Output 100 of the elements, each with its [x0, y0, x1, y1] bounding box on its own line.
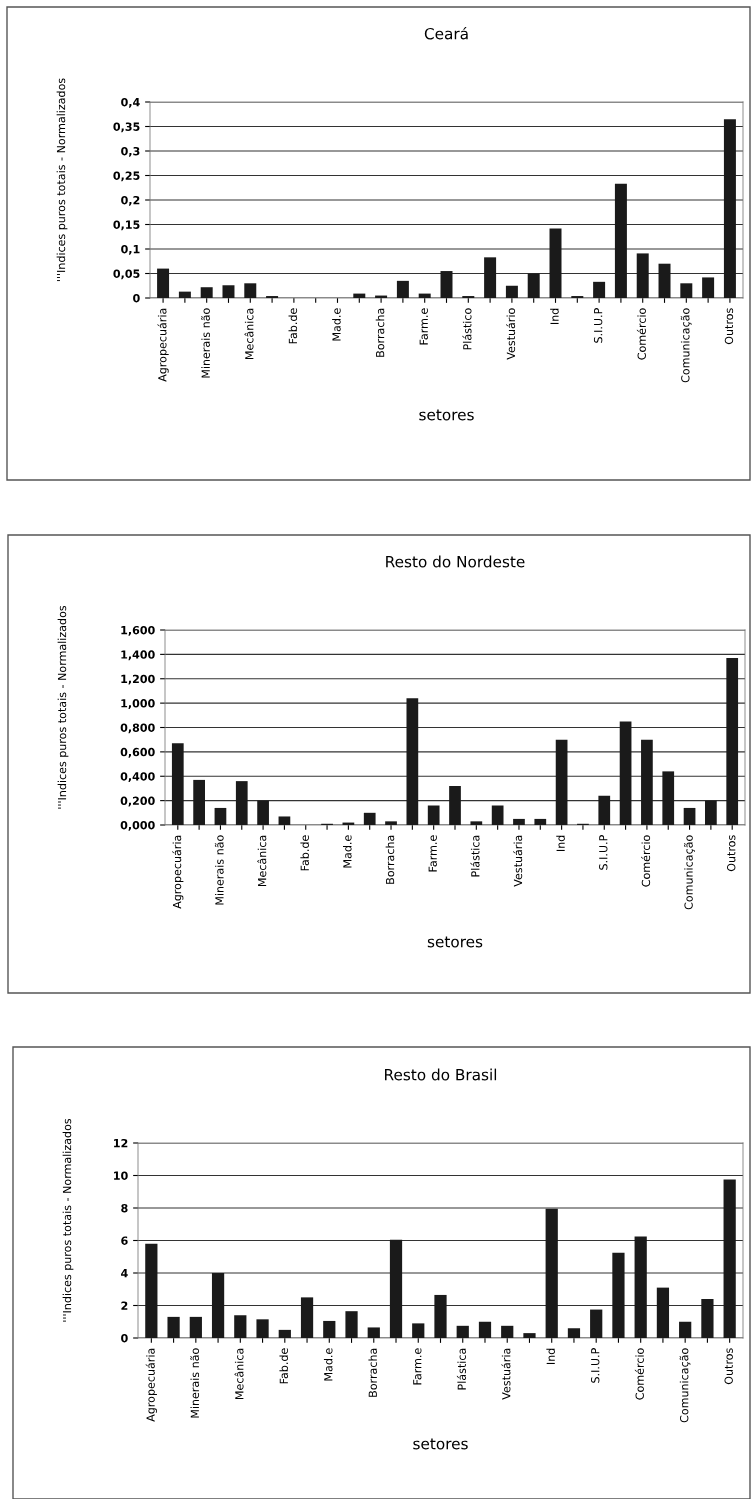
- y-tick-label: 0,200: [120, 796, 155, 807]
- bar: [634, 1236, 647, 1338]
- y-tick-label: 2: [121, 1301, 128, 1310]
- x-tick-label: Ind: [556, 835, 565, 852]
- y-tick-label: 8: [121, 1203, 128, 1213]
- x-tick-label: Plástica: [456, 1348, 466, 1390]
- bar: [614, 183, 627, 298]
- bar: [491, 805, 504, 825]
- x-tick-label: Minerais não: [201, 308, 210, 378]
- bar: [353, 293, 366, 298]
- bar: [178, 291, 191, 298]
- x-tick-label: Minerais não: [214, 835, 224, 905]
- x-axis-title: setores: [419, 409, 474, 421]
- x-tick-label: Mecânica: [257, 835, 267, 887]
- x-tick-label: Fab.de: [288, 308, 298, 344]
- y-tick-label: 0,25: [113, 171, 140, 182]
- bar: [345, 1311, 358, 1338]
- y-axis-title: '''Indices puros totais - Normalizados: [62, 1118, 74, 1322]
- bar: [449, 786, 461, 825]
- y-tick-label: 1,200: [121, 674, 155, 685]
- bar: [534, 818, 547, 825]
- bar: [278, 1329, 291, 1338]
- x-tick-label: Mecânica: [244, 308, 254, 360]
- x-tick-label: Vestuária: [513, 835, 523, 887]
- bar: [590, 1309, 603, 1338]
- y-tick-label: 0,800: [120, 723, 155, 734]
- bar: [723, 119, 736, 298]
- bar: [412, 1323, 425, 1338]
- bar: [470, 821, 483, 825]
- bar: [705, 800, 717, 825]
- bar: [549, 228, 562, 298]
- bar: [171, 743, 184, 825]
- bar: [658, 263, 671, 298]
- bar: [619, 721, 632, 825]
- x-tick-label: Agropecuária: [172, 835, 184, 909]
- x-tick-label: Mad.e: [323, 1348, 333, 1381]
- y-tick-label: 0,05: [113, 269, 140, 280]
- y-tick-label: 4: [121, 1269, 128, 1278]
- x-tick-label: S.I.U.P: [591, 1348, 600, 1383]
- y-tick-label: 0,2: [121, 195, 140, 206]
- y-tick-label: 6: [121, 1236, 128, 1245]
- bar: [389, 1239, 403, 1338]
- x-tick-label: Comércio: [634, 1348, 644, 1400]
- bar: [513, 818, 525, 825]
- x-tick-label: Ind: [546, 1348, 555, 1365]
- bar: [235, 781, 248, 825]
- bar: [567, 1328, 581, 1338]
- x-axis-title: setores: [427, 936, 483, 948]
- x-tick-label: Borracha: [368, 1348, 377, 1397]
- y-tick-label: 0,35: [113, 122, 140, 133]
- x-tick-label: Outros: [727, 835, 736, 872]
- y-tick-label: 1,600: [121, 625, 155, 636]
- bar: [679, 1321, 692, 1338]
- y-tick-label: 1,000: [121, 699, 155, 709]
- x-tick-label: Agropecuária: [145, 1348, 157, 1422]
- x-tick-label: Mad.e: [332, 308, 341, 341]
- bar: [527, 273, 540, 298]
- y-tick-label: 12: [114, 1138, 128, 1148]
- bar: [612, 1252, 625, 1338]
- bar: [257, 800, 269, 825]
- bar: [363, 812, 376, 825]
- x-tick-label: Farm.e: [428, 835, 437, 872]
- x-tick-label: Borracha: [375, 308, 385, 357]
- bar: [702, 277, 715, 298]
- bar: [593, 281, 606, 298]
- bar: [244, 283, 257, 298]
- bar: [523, 1333, 536, 1338]
- bar: [701, 1299, 714, 1338]
- bar: [200, 287, 213, 298]
- bar: [256, 1319, 269, 1338]
- x-tick-label: Ind: [550, 308, 559, 325]
- y-axis-title: '''Indices puros totais - Normalizados: [57, 605, 69, 809]
- bar: [222, 285, 235, 298]
- y-tick-label: 0,3: [121, 146, 140, 157]
- bar: [406, 698, 419, 825]
- bar: [555, 739, 568, 825]
- y-tick-label: 0,15: [113, 220, 140, 231]
- x-tick-label: Minerais não: [190, 1348, 200, 1418]
- bar: [726, 658, 739, 825]
- x-tick-label: Fab.de: [279, 1348, 289, 1384]
- bar: [478, 1321, 492, 1338]
- bar: [323, 1320, 336, 1338]
- y-tick-label: 0,000: [120, 820, 155, 831]
- x-tick-label: Farm.e: [413, 1348, 422, 1385]
- x-tick-label: Plástico: [462, 308, 472, 350]
- x-tick-label: Mecânica: [234, 1348, 244, 1400]
- x-tick-label: Vestuário: [506, 308, 516, 360]
- y-tick-label: 0: [133, 293, 140, 303]
- x-tick-label: S.I.U.P: [599, 835, 608, 870]
- x-tick-label: S.I.U.P: [593, 308, 603, 343]
- x-tick-label: Comunicação: [684, 835, 695, 910]
- x-tick-label: Vestuária: [501, 1348, 511, 1400]
- chart-title: Resto do Brasil: [385, 1068, 497, 1081]
- bar: [598, 795, 611, 825]
- bar: [683, 807, 696, 825]
- y-axis-title: '''Indices puros totais - Normalizados: [56, 78, 68, 282]
- x-tick-label: Comércio: [636, 308, 646, 360]
- bar: [434, 1294, 447, 1338]
- x-axis-title: setores: [413, 1438, 468, 1450]
- x-tick-label: Comunicação: [680, 308, 692, 383]
